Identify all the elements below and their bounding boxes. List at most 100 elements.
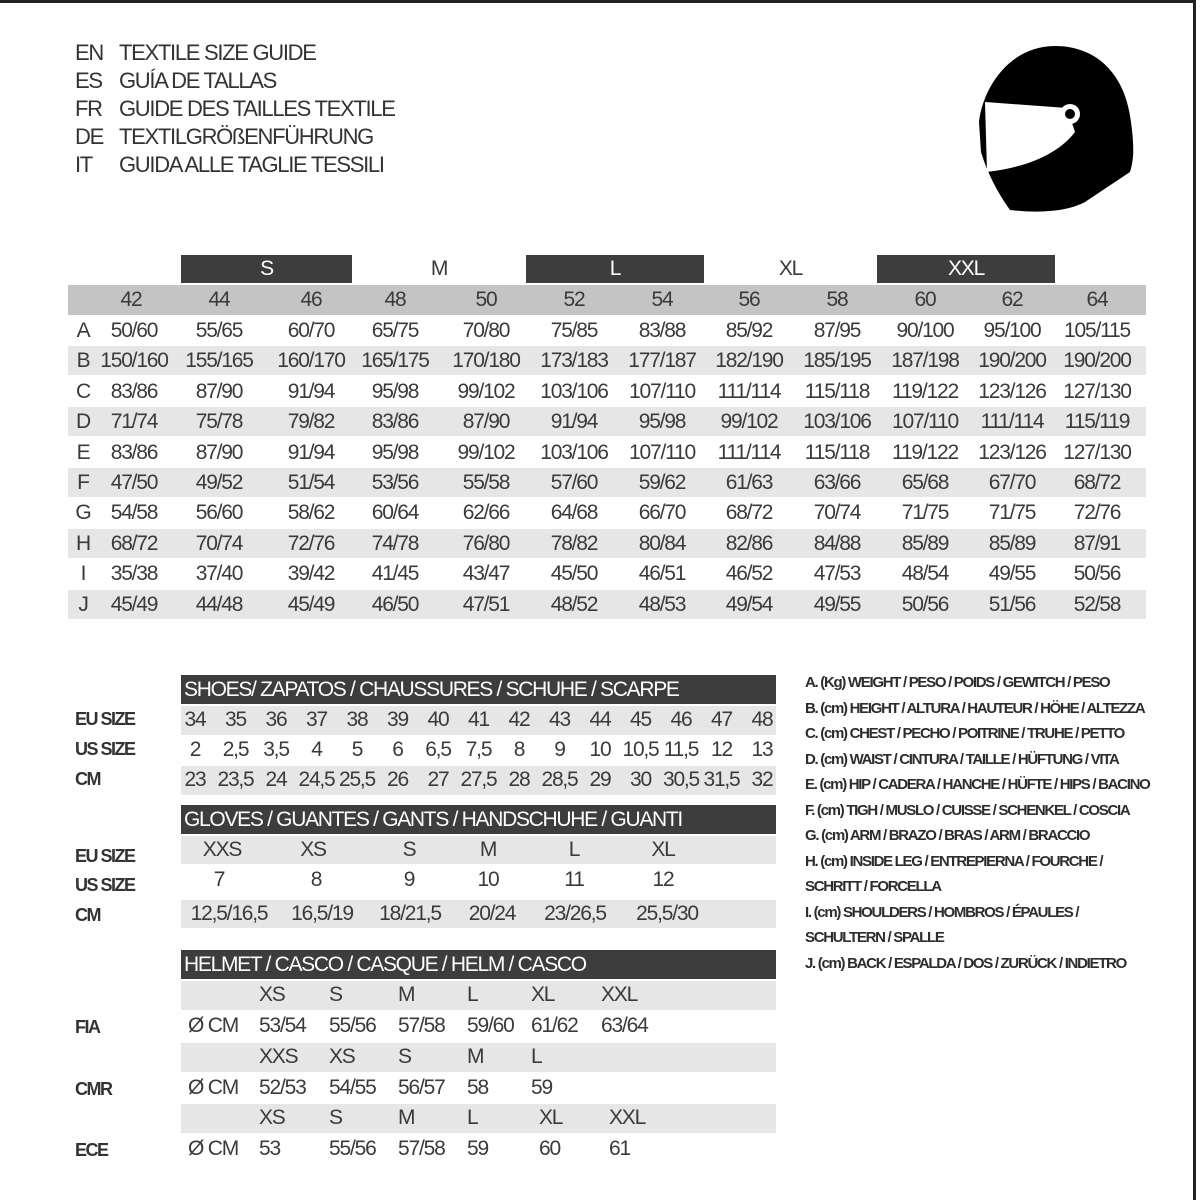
table-cell: 70/74 [813,501,862,525]
size-number: 62 [1001,288,1024,311]
legend-item: G. (cm) ARM / BRAZO / BRAS / ARM / BRACC… [805,827,1091,844]
table-cell: 48/54 [901,562,950,586]
table-cell: 85/89 [901,531,950,555]
helmet-value: 52/53 [259,1075,307,1099]
table-cell: 44/48 [195,592,244,616]
table-cell: 62/66 [462,501,511,525]
table-row-band [68,346,1146,376]
title-text: GUÍA DE TALLAS [119,68,277,93]
table-cell: 87/90 [462,410,511,434]
table-cell: 127/130 [1063,379,1132,403]
helmet-value: 53 [259,1137,281,1160]
table-cell: 56/60 [195,501,244,525]
table-cell: 72/76 [287,531,336,555]
language-code: DE [75,124,104,149]
table-cell: 103/106 [803,410,872,434]
table-cell: 83/86 [110,379,159,403]
helmet-value: 63/64 [601,1014,649,1037]
table-row-band [68,528,1146,558]
table-cell: 173/183 [540,349,609,373]
table-cell: 39 [387,708,409,731]
shoes-section-title: SHOES/ ZAPATOS / CHAUSSURES / SCHUHE / S… [181,675,776,704]
helmet-size: S [329,1106,343,1129]
table-row-band [68,589,1146,619]
helmet-size: S [398,1044,412,1068]
table-cell: 40 [427,708,450,731]
row-label: EU SIZE [75,709,136,729]
legend-item: C. (cm) CHEST / PECHO / POITRINE / TRUHE… [805,725,1125,742]
table-cell: 38 [346,708,369,731]
table-cell: 6,5 [425,738,452,761]
helmet-size: L [467,983,479,1006]
table-cell: 45/49 [110,592,159,616]
table-cell: M [479,838,498,861]
gloves-section-title: GLOVES / GUANTES / GANTS / HANDSCHUHE / … [181,805,776,834]
helmet-size: XXL [609,1106,646,1129]
table-cell: 91/94 [287,379,336,403]
table-cell: 50/56 [901,592,950,616]
legend-item: SCHULTERN / SPALLE [805,929,945,946]
row-label: A [76,319,91,342]
helmet-size: L [467,1106,479,1129]
table-cell: 95/98 [371,440,420,464]
row-label: D [76,410,91,434]
table-cell: 35 [225,708,247,731]
table-cell: 51/56 [988,592,1037,616]
table-cell: 49/54 [725,592,774,616]
table-cell: 46/52 [725,562,774,586]
table-cell: XL [651,838,676,861]
table-cell: 44 [589,708,612,731]
table-cell: 10 [589,738,612,761]
table-cell: 27,5 [460,768,497,791]
row-label: F [77,471,90,494]
table-cell: 12 [711,738,733,761]
size-number: 52 [563,288,586,311]
table-cell: 2,5 [222,738,250,761]
table-cell: 12,5/16,5 [190,902,269,925]
title-line: ES GUÍA DE TALLAS [75,68,277,94]
table-cell: 48 [751,708,774,731]
size-number: 60 [914,288,937,311]
table-cell: 155/165 [185,349,254,373]
table-cell: 43/47 [462,562,511,586]
size-group-label: M [430,257,449,280]
table-cell: 23/26,5 [544,902,607,925]
table-cell: 111/114 [717,440,782,464]
legend-item: H. (cm) INSIDE LEG / ENTREPIERNA / FOURC… [805,852,1104,870]
legend-item: D. (cm) WAIST / CINTURA / TAILLE / HÜFTU… [805,750,1120,768]
table-cell: 53/56 [371,471,420,494]
table-cell: 68/72 [110,531,159,555]
table-cell: 95/100 [983,319,1041,342]
table-cell: 7 [213,868,226,891]
table-cell: 115/118 [804,379,871,403]
helmet-value: 56/57 [398,1075,446,1099]
table-cell: 187/198 [891,349,960,373]
table-cell: 50/60 [110,319,159,342]
size-group-label: S [260,257,274,280]
size-number: 44 [208,288,231,311]
row-label: G [75,501,91,525]
legend-item: B. (cm) HEIGHT / ALTURA / HAUTEUR / HÖHE… [805,699,1146,717]
helmet-value: 59 [467,1137,489,1160]
title-line: DE TEXTILGRÖßENFÜHRUNG [75,124,374,150]
row-label: E [76,440,91,464]
table-cell: 48/53 [638,592,687,616]
table-cell: 10 [477,868,500,891]
table-cell: 11 [564,868,585,891]
table-cell: 99/102 [720,410,778,434]
helmet-size: XL [531,983,556,1006]
helmet-value: 54/55 [329,1075,377,1099]
table-row-band [181,706,776,735]
legend-item: A. (Kg) WEIGHT / PESO / POIDS / GEWITCH … [805,674,1111,691]
table-cell: 28,5 [541,768,578,791]
unit-label: Ø CM [188,1014,239,1037]
table-cell: 52/58 [1073,592,1122,616]
table-cell: 70/74 [195,531,244,555]
table-cell: 37 [306,708,328,731]
title-text: TEXTILGRÖßENFÜHRUNG [119,124,374,149]
table-cell: 107/110 [629,379,696,403]
table-cell: 170/180 [452,349,521,373]
helmet-size: M [398,1106,416,1129]
table-cell: 65/68 [901,471,950,494]
